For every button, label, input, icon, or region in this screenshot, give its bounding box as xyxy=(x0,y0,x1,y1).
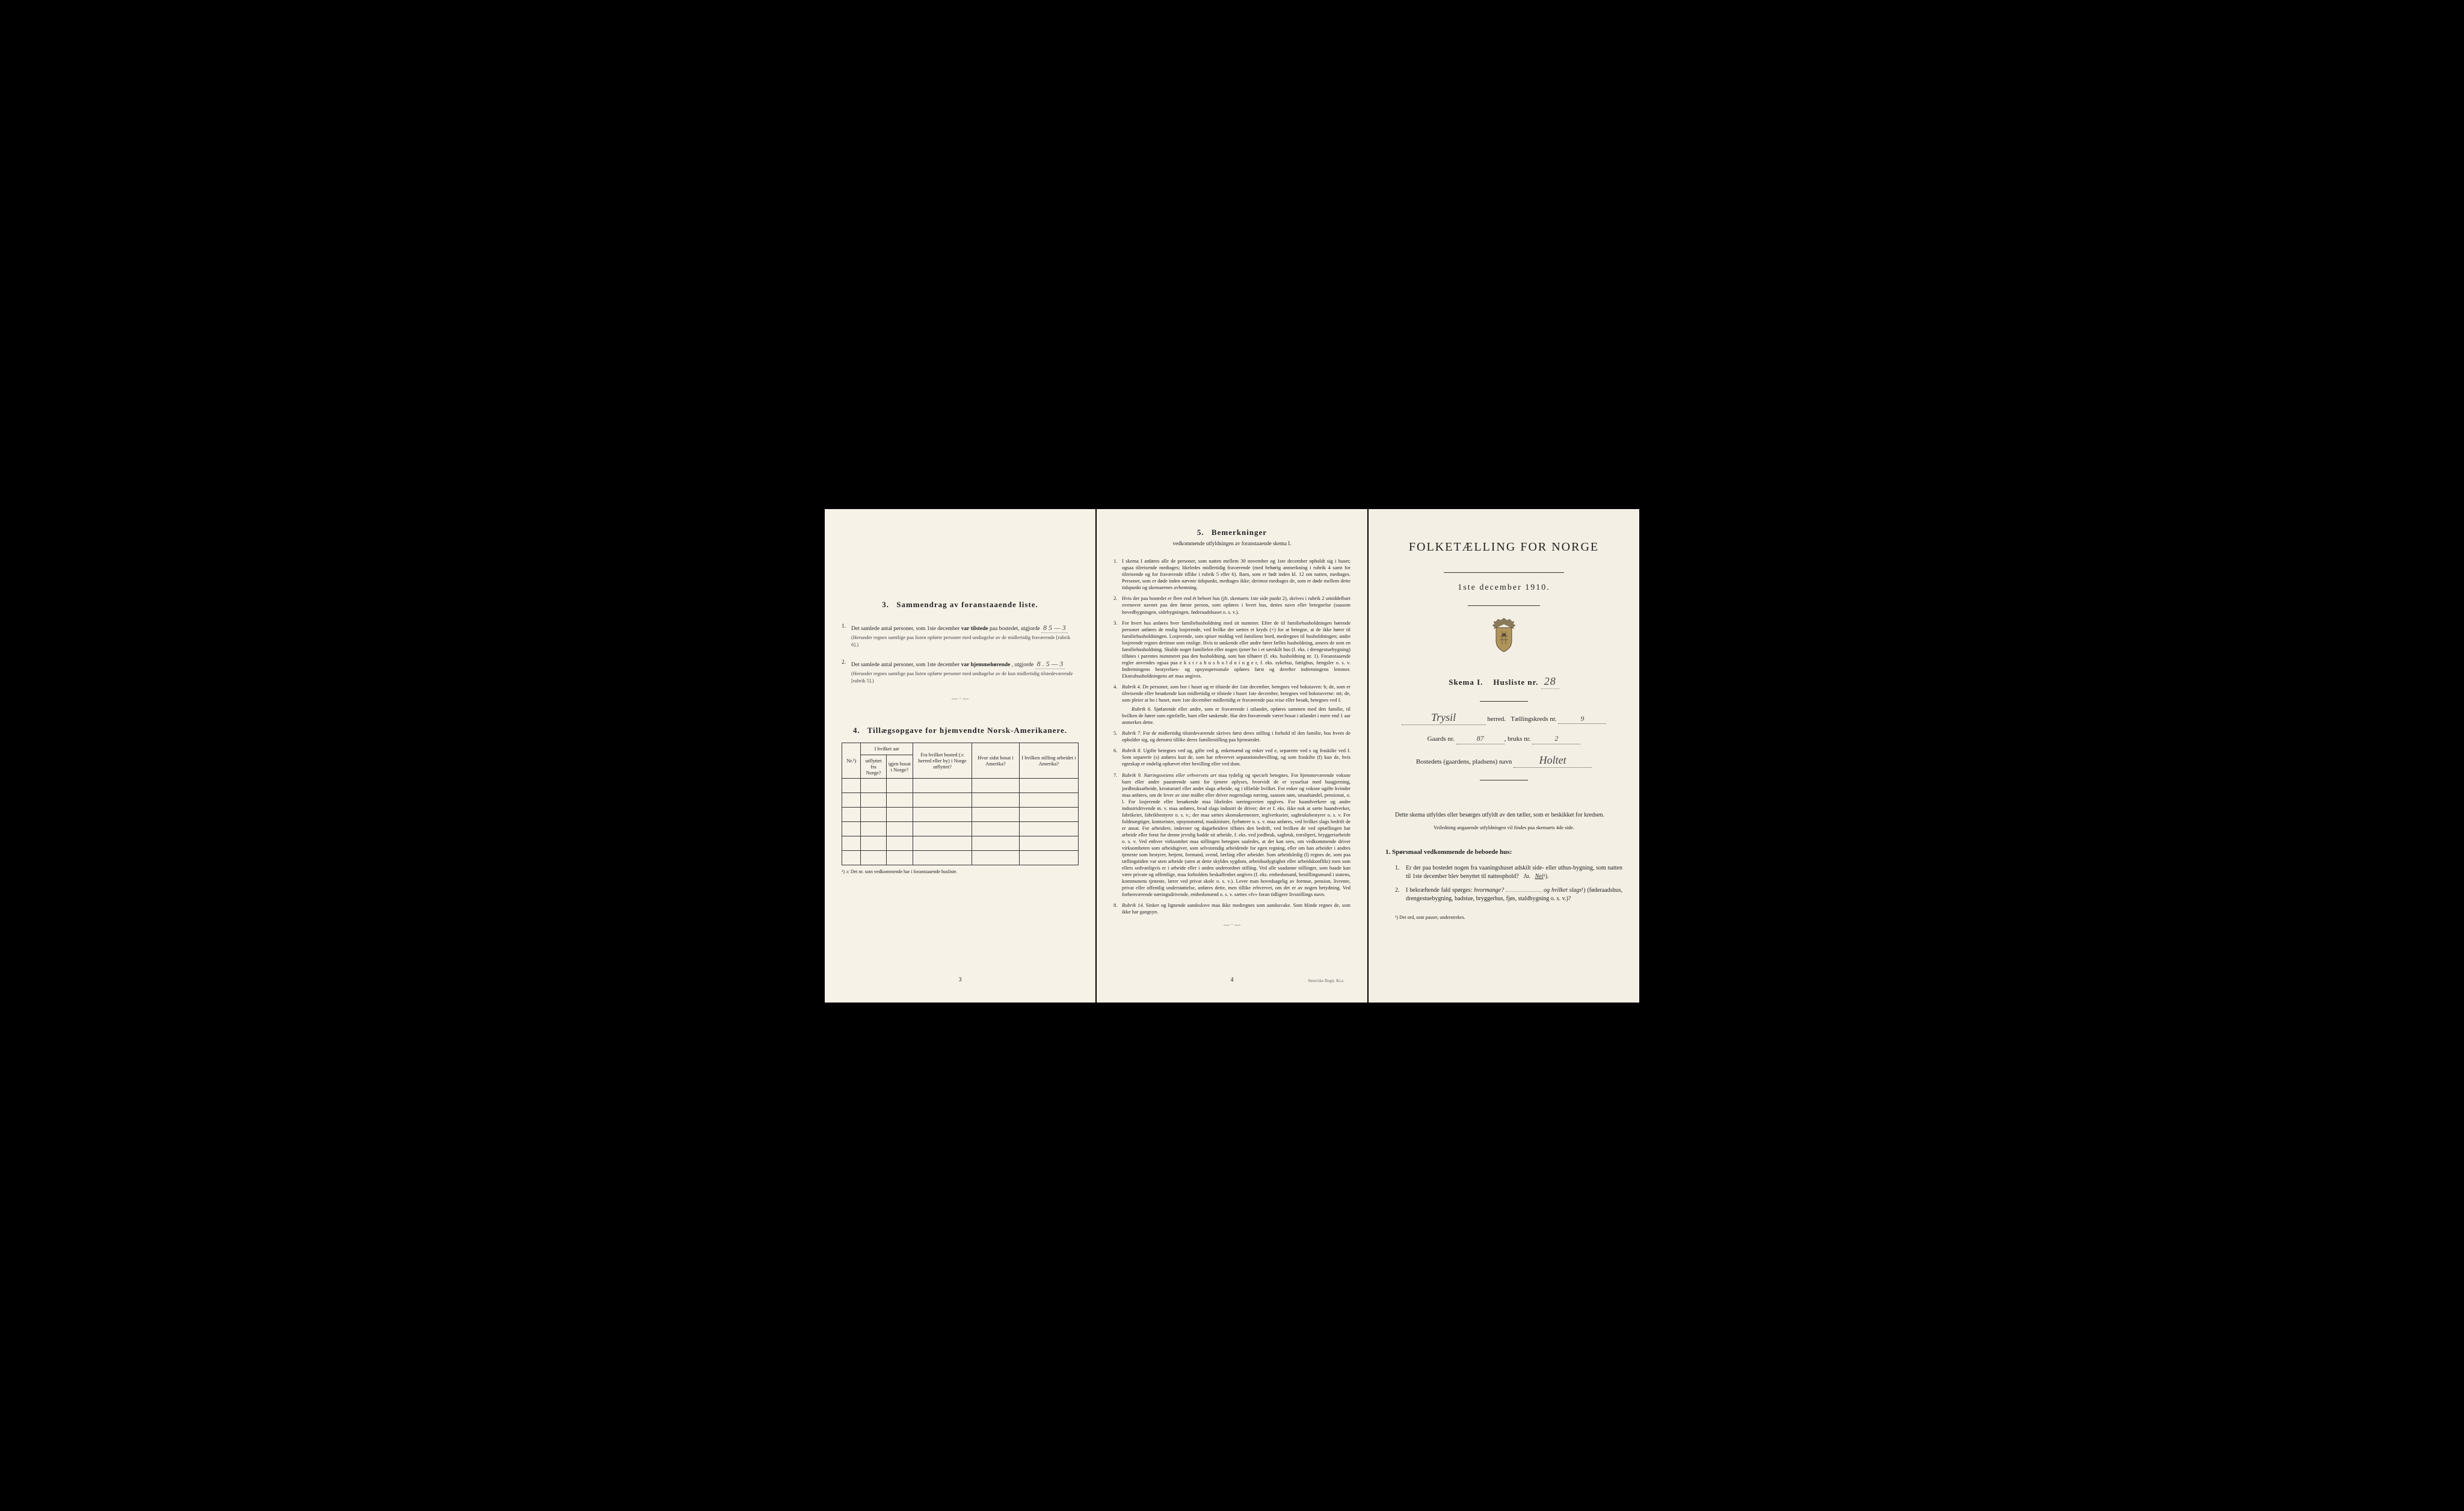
remark-content: For hvert hus anføres hver familiehushol… xyxy=(1122,620,1351,679)
remark-item: 7.Rubrik 9. Næringsveiens eller erhverve… xyxy=(1113,772,1351,898)
th-aar: I hvilket aar xyxy=(861,743,913,755)
title-rule xyxy=(1444,572,1564,573)
remark-num: 5. xyxy=(1113,730,1122,743)
remark-content: Rubrik 9. Næringsveiens eller erhvervets… xyxy=(1122,772,1351,898)
remark-item: 1.I skema I anføres alle de personer, so… xyxy=(1113,558,1351,591)
herred-hw: Trysil xyxy=(1402,710,1486,725)
section3-item1: 1. Det samlede antal personer, som 1ste … xyxy=(842,623,1079,648)
item2-num: 2. xyxy=(842,659,851,684)
table-row xyxy=(842,851,1079,865)
section3-title: Sammendrag av foranstaaende liste. xyxy=(896,600,1038,609)
instruction-small: Veiledning angaaende utfyldningen vil fi… xyxy=(1385,824,1622,831)
q2-blank xyxy=(1506,891,1542,892)
instruction-text: Dette skema utfyldes eller besørges utfy… xyxy=(1385,811,1622,820)
q2-num: 2. xyxy=(1395,886,1406,903)
section4-num: 4. xyxy=(853,726,860,735)
questions-header: 1. Spørsmaal vedkommende de beboede hus: xyxy=(1385,848,1622,857)
table-row xyxy=(842,822,1079,836)
remark-content: Rubrik 7. For de midlertidig tilstedevær… xyxy=(1122,730,1351,743)
herred-line: Trysil herred. Tællingskreds nr. 9 xyxy=(1385,710,1622,725)
q2-content: I bekræftende fald spørges: hvormange? o… xyxy=(1406,886,1622,903)
date-rule xyxy=(1468,605,1540,606)
item2-content: Det samlede antal personer, som 1ste dec… xyxy=(851,659,1079,684)
question-1: 1. Er der paa bostedet nogen fra vaaning… xyxy=(1385,864,1622,880)
item2-note: (Herunder regnes samtlige paa listen opf… xyxy=(851,670,1079,684)
q1-nei: Nei xyxy=(1535,873,1544,880)
table-row xyxy=(842,779,1079,793)
table-footnote: ¹) ɔ: Det nr. som vedkommende har i fora… xyxy=(842,869,1079,876)
gaard-line: Gaards nr. 87, bruks nr. 2 xyxy=(1385,734,1622,744)
table-row xyxy=(842,836,1079,851)
th-utflyttet: utflyttet fra Norge? xyxy=(861,755,886,779)
q1-num: 1. xyxy=(1395,864,1406,880)
section5-header: 5. Bemerkninger xyxy=(1113,527,1351,538)
th-bosted: Fra hvilket bosted (ɔ: herred eller by) … xyxy=(913,743,972,779)
section4-table-wrapper: Nr.¹) I hvilket aar Fra hvilket bosted (… xyxy=(842,743,1079,876)
husliste-nr: 28 xyxy=(1541,674,1559,689)
page2-number: 4 xyxy=(1231,976,1234,984)
bruks-nr: 2 xyxy=(1532,734,1580,744)
remark-content: Rubrik 14. Sinker og lignende aandsslove… xyxy=(1122,902,1351,915)
remark-num: 8. xyxy=(1113,902,1122,915)
remark-num: 3. xyxy=(1113,620,1122,679)
page3-footnote: ¹) Det ord, som passer, understrekes. xyxy=(1385,915,1622,921)
section5-subtitle: vedkommende utfyldningen av foranstaaend… xyxy=(1113,540,1351,547)
table-row xyxy=(842,793,1079,808)
q1-content: Er der paa bostedet nogen fra vaaningshu… xyxy=(1406,864,1622,880)
section5-num: 5. xyxy=(1197,528,1204,537)
amerikanere-table: Nr.¹) I hvilket aar Fra hvilket bosted (… xyxy=(842,743,1079,865)
page1-number: 3 xyxy=(959,976,962,984)
bosted-line: Bostedets (gaardens, pladsens) navn Holt… xyxy=(1385,753,1622,768)
bosted-hw: Holtet xyxy=(1514,753,1592,768)
page-middle: 5. Bemerkninger vedkommende utfyldningen… xyxy=(1097,509,1367,1003)
printer-note: Steen'ske Bogtr. Kr.a xyxy=(1308,978,1343,984)
main-title: FOLKETÆLLING FOR NORGE xyxy=(1385,539,1622,555)
skema-rule xyxy=(1480,701,1528,702)
item1-note: (Herunder regnes samtlige paa listen opf… xyxy=(851,634,1079,648)
date-line: 1ste december 1910. xyxy=(1385,582,1622,594)
section3-header: 3. Sammendrag av foranstaaende liste. xyxy=(842,599,1079,610)
remark-content: I skema I anføres alle de personer, som … xyxy=(1122,558,1351,591)
skema-line: Skema I. Husliste nr. 28 xyxy=(1385,674,1622,689)
remark-content: Hvis der paa bostedet er flere end ét be… xyxy=(1122,595,1351,615)
item1-num: 1. xyxy=(842,623,851,648)
item1-handwritten: 8 5 — 3 xyxy=(1041,623,1068,633)
remarks-list: 1.I skema I anføres alle de personer, so… xyxy=(1113,558,1351,915)
taelling-nr: 9 xyxy=(1558,714,1606,724)
section5-title: Bemerkninger xyxy=(1212,528,1267,537)
divider-ornament-2 xyxy=(1113,921,1351,930)
document-container: 3. Sammendrag av foranstaaende liste. 1.… xyxy=(825,509,1639,1003)
remark-item: 8.Rubrik 14. Sinker og lignende aandsslo… xyxy=(1113,902,1351,915)
remark-num: 4. xyxy=(1113,684,1122,726)
remark-item: 3.For hvert hus anføres hver familiehush… xyxy=(1113,620,1351,679)
remark-num: 6. xyxy=(1113,747,1122,767)
remark-item: 4.Rubrik 4. De personer, som bor i huset… xyxy=(1113,684,1351,726)
item1-content: Det samlede antal personer, som 1ste dec… xyxy=(851,623,1079,648)
th-amerika: Hvor sidst bosat i Amerika? xyxy=(972,743,1020,779)
remark-item: 5.Rubrik 7. For de midlertidig tilstedev… xyxy=(1113,730,1351,743)
section4-header: 4. Tillægsopgave for hjemvendte Norsk-Am… xyxy=(842,725,1079,736)
th-bosat: igjen bosat i Norge? xyxy=(886,755,913,779)
section4-title: Tillægsopgave for hjemvendte Norsk-Ameri… xyxy=(867,726,1067,735)
section3-num: 3. xyxy=(882,600,889,609)
q1-ja: Ja. xyxy=(1523,873,1530,880)
remark-item: 6.Rubrik 8. Ugifte betegnes ved ug, gift… xyxy=(1113,747,1351,767)
item2-handwritten: 8 . 5 — 3 xyxy=(1035,659,1065,669)
gaards-nr: 87 xyxy=(1456,734,1505,744)
th-stilling: I hvilken stilling arbeidet i Amerika? xyxy=(1019,743,1078,779)
remark-num: 1. xyxy=(1113,558,1122,591)
remark-num: 7. xyxy=(1113,772,1122,898)
question-2: 2. I bekræftende fald spørges: hvormange… xyxy=(1385,886,1622,903)
section3-item2: 2. Det samlede antal personer, som 1ste … xyxy=(842,659,1079,684)
table-row xyxy=(842,808,1079,822)
remark-content: Rubrik 4. De personer, som bor i huset o… xyxy=(1122,684,1351,726)
remark-num: 2. xyxy=(1113,595,1122,615)
page-right: FOLKETÆLLING FOR NORGE 1ste december 191… xyxy=(1369,509,1639,1003)
divider-ornament-1 xyxy=(842,695,1079,703)
remark-content: Rubrik 8. Ugifte betegnes ved ug, gifte … xyxy=(1122,747,1351,767)
page-left: 3. Sammendrag av foranstaaende liste. 1.… xyxy=(825,509,1095,1003)
coat-of-arms-icon xyxy=(1385,617,1622,656)
remark-item: 2.Hvis der paa bostedet er flere end ét … xyxy=(1113,595,1351,615)
th-nr: Nr.¹) xyxy=(842,743,861,779)
